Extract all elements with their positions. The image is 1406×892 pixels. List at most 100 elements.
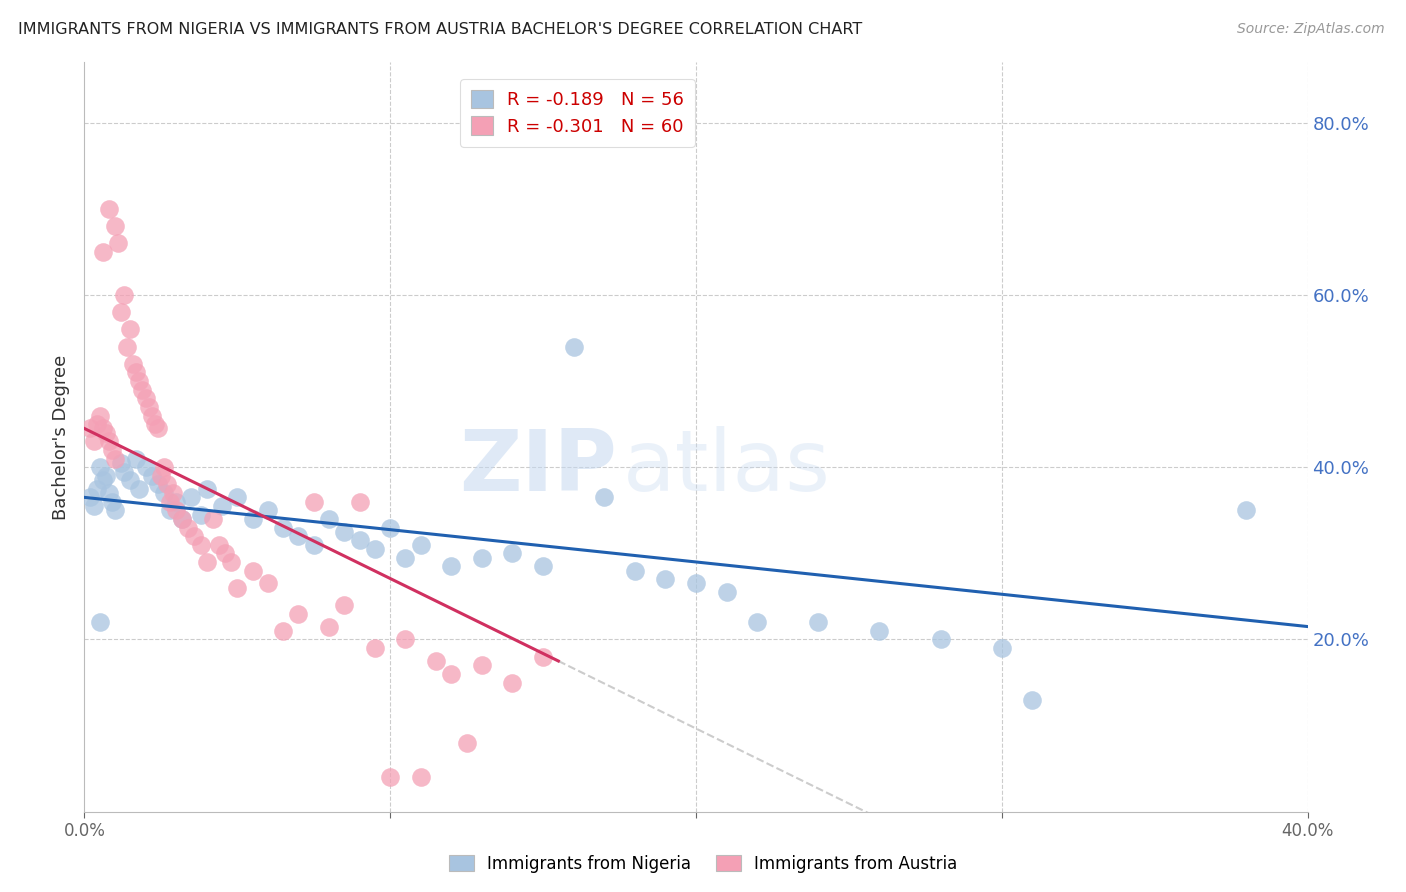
- Point: [177, 520, 200, 534]
- Point: [409, 770, 432, 784]
- Point: [201, 512, 224, 526]
- Point: [190, 538, 212, 552]
- Point: [89, 615, 111, 630]
- Point: [86, 417, 108, 432]
- Point: [195, 555, 218, 569]
- Point: [409, 538, 432, 552]
- Point: [156, 477, 179, 491]
- Point: [83, 434, 105, 449]
- Point: [104, 451, 127, 466]
- Point: [165, 503, 187, 517]
- Point: [97, 486, 120, 500]
- Point: [146, 421, 169, 435]
- Point: [531, 649, 554, 664]
- Point: [89, 460, 111, 475]
- Point: [349, 494, 371, 508]
- Point: [502, 675, 524, 690]
- Point: [440, 667, 463, 681]
- Point: [394, 550, 416, 565]
- Point: [112, 465, 135, 479]
- Point: [91, 244, 114, 259]
- Point: [165, 494, 187, 508]
- Point: [180, 491, 202, 505]
- Point: [101, 442, 124, 457]
- Point: [287, 607, 309, 621]
- Point: [257, 503, 280, 517]
- Point: [471, 658, 494, 673]
- Point: [190, 508, 212, 522]
- Point: [929, 632, 952, 647]
- Point: [195, 482, 218, 496]
- Point: [471, 550, 494, 565]
- Point: [214, 546, 236, 560]
- Point: [146, 477, 169, 491]
- Point: [271, 520, 294, 534]
- Point: [208, 538, 231, 552]
- Point: [685, 576, 707, 591]
- Point: [97, 434, 120, 449]
- Point: [287, 529, 309, 543]
- Point: [562, 340, 585, 354]
- Point: [104, 503, 127, 517]
- Legend: R = -0.189   N = 56, R = -0.301   N = 60: R = -0.189 N = 56, R = -0.301 N = 60: [460, 79, 695, 146]
- Y-axis label: Bachelor's Degree: Bachelor's Degree: [52, 354, 70, 520]
- Point: [807, 615, 830, 630]
- Point: [1021, 692, 1043, 706]
- Text: atlas: atlas: [623, 425, 831, 508]
- Point: [425, 654, 447, 668]
- Point: [349, 533, 371, 548]
- Legend: Immigrants from Nigeria, Immigrants from Austria: Immigrants from Nigeria, Immigrants from…: [441, 848, 965, 880]
- Point: [502, 546, 524, 560]
- Point: [654, 572, 676, 586]
- Point: [394, 632, 416, 647]
- Point: [143, 417, 166, 432]
- Point: [107, 236, 129, 251]
- Point: [115, 340, 138, 354]
- Point: [125, 366, 148, 380]
- Point: [91, 473, 114, 487]
- Point: [149, 468, 172, 483]
- Point: [153, 460, 176, 475]
- Text: ZIP: ZIP: [458, 425, 616, 508]
- Point: [89, 409, 111, 423]
- Point: [364, 641, 387, 656]
- Point: [242, 564, 264, 578]
- Point: [333, 598, 356, 612]
- Point: [364, 542, 387, 557]
- Point: [302, 494, 325, 508]
- Point: [593, 491, 616, 505]
- Point: [380, 520, 402, 534]
- Point: [128, 482, 150, 496]
- Point: [141, 409, 163, 423]
- Point: [226, 581, 249, 595]
- Point: [172, 512, 194, 526]
- Point: [624, 564, 647, 578]
- Point: [138, 400, 160, 414]
- Point: [125, 451, 148, 466]
- Point: [991, 641, 1014, 656]
- Point: [97, 202, 120, 216]
- Point: [135, 460, 157, 475]
- Point: [104, 219, 127, 233]
- Point: [83, 499, 105, 513]
- Point: [747, 615, 769, 630]
- Point: [869, 624, 891, 638]
- Point: [162, 486, 184, 500]
- Point: [380, 770, 402, 784]
- Point: [531, 559, 554, 574]
- Point: [456, 736, 478, 750]
- Point: [159, 494, 181, 508]
- Point: [135, 392, 157, 406]
- Point: [94, 468, 117, 483]
- Point: [110, 305, 132, 319]
- Point: [159, 503, 181, 517]
- Point: [110, 456, 132, 470]
- Point: [242, 512, 264, 526]
- Point: [226, 491, 249, 505]
- Point: [112, 288, 135, 302]
- Text: Source: ZipAtlas.com: Source: ZipAtlas.com: [1237, 22, 1385, 37]
- Point: [211, 499, 233, 513]
- Point: [79, 421, 101, 435]
- Point: [91, 421, 114, 435]
- Point: [318, 619, 340, 633]
